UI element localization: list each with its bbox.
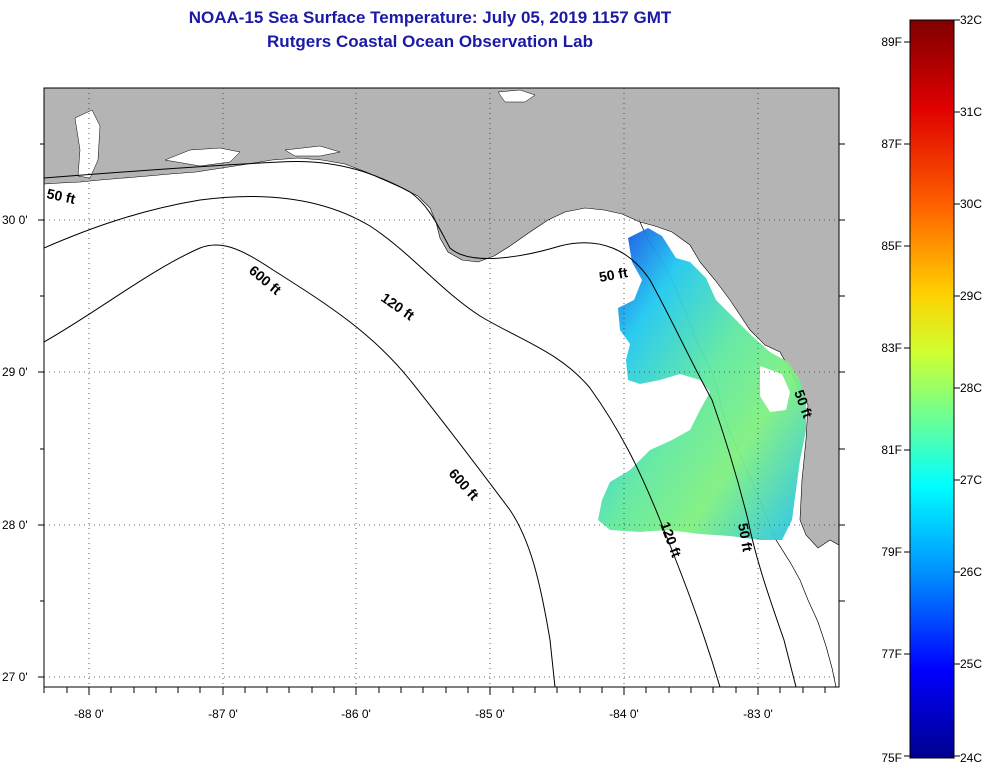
- colorbar-c-label: 24C: [960, 751, 982, 765]
- cloud-gap: [760, 366, 790, 412]
- colorbar-c-label: 28C: [960, 381, 982, 395]
- lat-label: 29 0': [2, 365, 28, 379]
- lon-label: -88 0': [74, 707, 104, 721]
- colorbar: [909, 19, 955, 759]
- lon-label: -84 0': [609, 707, 639, 721]
- map-frame: [43, 87, 840, 688]
- map-subtitle: Rutgers Coastal Ocean Observation Lab: [267, 32, 593, 51]
- colorbar-ticks: [904, 19, 960, 757]
- lon-label: -86 0': [341, 707, 371, 721]
- map-title: NOAA-15 Sea Surface Temperature: July 05…: [188, 8, 672, 27]
- lat-label: 28 0': [2, 518, 28, 532]
- lon-label: -87 0': [208, 707, 238, 721]
- bay: [164, 147, 241, 167]
- isobath-120ft: [44, 195, 721, 687]
- colorbar-c-label: 25C: [960, 657, 982, 671]
- colorbar-f-label: 87F: [881, 137, 902, 151]
- colorbar-f-label: 75F: [881, 751, 902, 765]
- colorbar-f-label: 85F: [881, 239, 902, 253]
- colorbar-c-label: 27C: [960, 473, 982, 487]
- axis-ticks: [38, 143, 845, 695]
- bay: [284, 145, 341, 157]
- cloud-gap: [630, 378, 700, 448]
- land-mass: [44, 88, 839, 549]
- colorbar-f-label: 77F: [881, 647, 902, 661]
- colorbar-f-label: 81F: [881, 443, 902, 457]
- colorbar-c-label: 30C: [960, 197, 982, 211]
- lon-label: -83 0': [743, 707, 773, 721]
- colorbar-c-label: 26C: [960, 565, 982, 579]
- lon-label: -85 0': [475, 707, 505, 721]
- bay: [74, 109, 101, 179]
- isobath-600ft: [44, 244, 556, 687]
- colorbar-c-label: 29C: [960, 289, 982, 303]
- lat-label: 30 0': [2, 213, 28, 227]
- contour-label: 50 ft: [598, 264, 629, 285]
- colorbar-c-label: 32C: [960, 13, 982, 27]
- colorbar-c-label: 31C: [960, 105, 982, 119]
- colorbar-f-label: 89F: [881, 35, 902, 49]
- contour-label: 50 ft: [45, 185, 77, 207]
- isobath-50ft: [44, 160, 797, 687]
- lake: [497, 89, 536, 103]
- sst-data-swath: [598, 228, 806, 540]
- colorbar-f-label: 83F: [881, 341, 902, 355]
- colorbar-f-label: 79F: [881, 545, 902, 559]
- lat-label: 27 0': [2, 670, 28, 684]
- contour-label: 50 ft: [735, 522, 756, 553]
